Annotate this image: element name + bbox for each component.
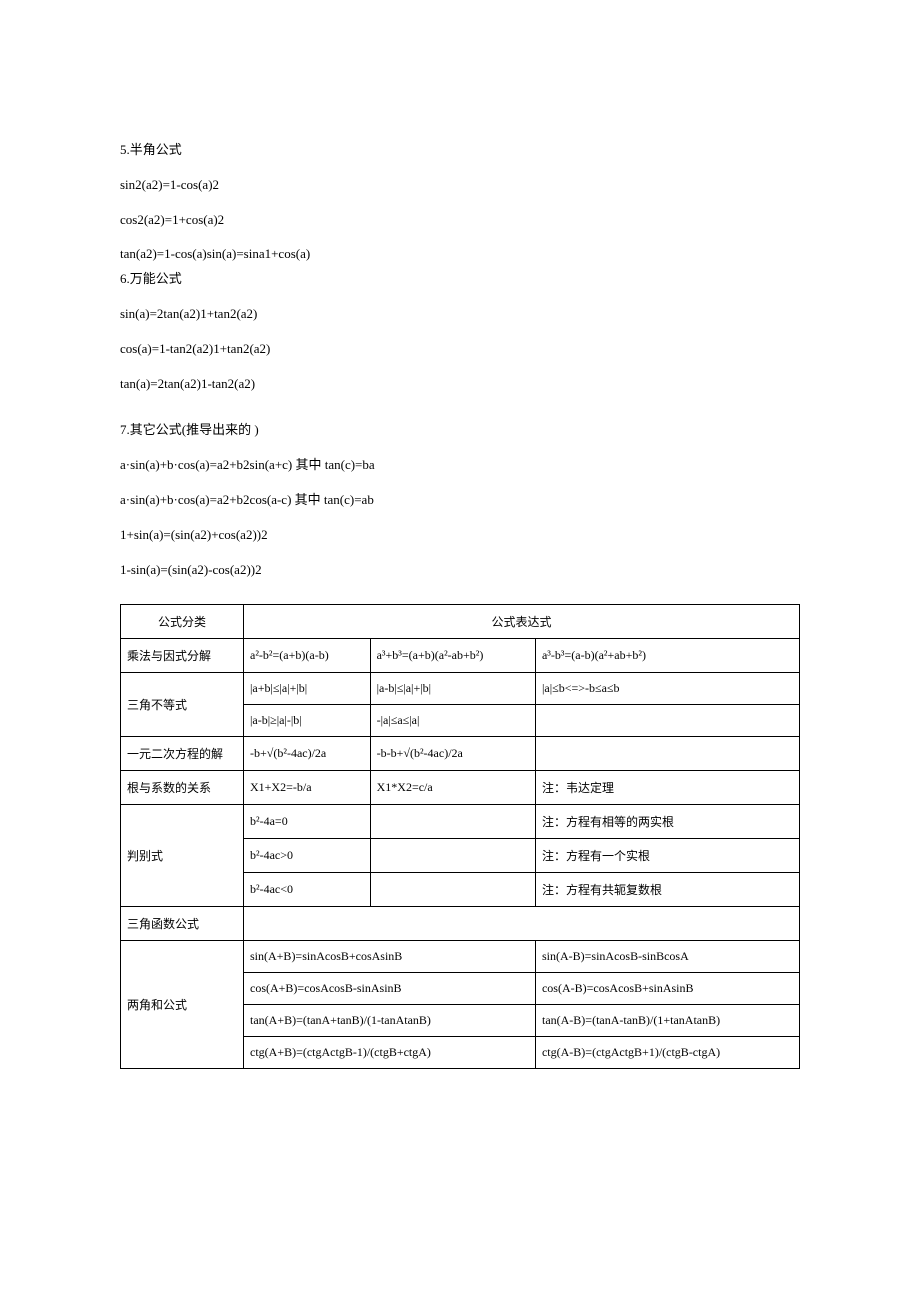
cell: b²-4ac<0: [244, 873, 371, 907]
cell: |a+b|≤|a|+|b|: [244, 673, 371, 705]
section-7-title: 7.其它公式(推导出来的 ): [120, 420, 800, 441]
cell: tan(A+B)=(tanA+tanB)/(1-tanAtanB): [244, 1005, 536, 1037]
table-row: 根与系数的关系 X1+X2=-b/a X1*X2=c/a 注：韦达定理: [121, 771, 800, 805]
cell: a³-b³=(a-b)(a²+ab+b²): [535, 639, 799, 673]
cell: sin(A-B)=sinAcosB-sinBcosA: [535, 941, 799, 973]
cell: |a|≤b<=>-b≤a≤b: [535, 673, 799, 705]
formula-table: 公式分类 公式表达式 乘法与因式分解 a²-b²=(a+b)(a-b) a³+b…: [120, 604, 800, 1069]
table-row: 三角函数公式: [121, 907, 800, 941]
table-row: 判别式 b²-4a=0 注：方程有相等的两实根: [121, 805, 800, 839]
cell: |a-b|≥|a|-|b|: [244, 705, 371, 737]
row-label: 判别式: [121, 805, 244, 907]
cell: tan(A-B)=(tanA-tanB)/(1+tanAtanB): [535, 1005, 799, 1037]
formula-line: sin2(a2)=1-cos(a)2: [120, 175, 800, 196]
cell: X1*X2=c/a: [370, 771, 535, 805]
formula-line: cos2(a2)=1+cos(a)2: [120, 210, 800, 231]
cell: a³+b³=(a+b)(a²-ab+b²): [370, 639, 535, 673]
cell: a²-b²=(a+b)(a-b): [244, 639, 371, 673]
cell: b²-4ac>0: [244, 839, 371, 873]
cell: b²-4a=0: [244, 805, 371, 839]
table-row: 三角不等式 |a+b|≤|a|+|b| |a-b|≤|a|+|b| |a|≤b<…: [121, 673, 800, 705]
cell: 注：韦达定理: [535, 771, 799, 805]
cell: [244, 907, 800, 941]
formula-line: 1-sin(a)=(sin(a2)-cos(a2))2: [120, 560, 800, 581]
row-label: 两角和公式: [121, 941, 244, 1069]
formula-line: a·sin(a)+b·cos(a)=a2+b2sin(a+c) 其中 tan(c…: [120, 455, 800, 476]
cell: -b+√(b²-4ac)/2a: [244, 737, 371, 771]
cell: ctg(A-B)=(ctgActgB+1)/(ctgB-ctgA): [535, 1037, 799, 1069]
row-label: 乘法与因式分解: [121, 639, 244, 673]
cell: sin(A+B)=sinAcosB+cosAsinB: [244, 941, 536, 973]
row-label: 三角不等式: [121, 673, 244, 737]
cell: ctg(A+B)=(ctgActgB-1)/(ctgB+ctgA): [244, 1037, 536, 1069]
formula-line: tan(a2)=1-cos(a)sin(a)=sina1+cos(a): [120, 244, 800, 265]
section-6-title: 6.万能公式: [120, 269, 800, 290]
cell: [535, 737, 799, 771]
formula-line: a·sin(a)+b·cos(a)=a2+b2cos(a-c) 其中 tan(c…: [120, 490, 800, 511]
header-expression: 公式表达式: [244, 605, 800, 639]
cell: 注：方程有一个实根: [535, 839, 799, 873]
cell: -|a|≤a≤|a|: [370, 705, 535, 737]
formula-line: cos(a)=1-tan2(a2)1+tan2(a2): [120, 339, 800, 360]
table-row: 一元二次方程的解 -b+√(b²-4ac)/2a -b-b+√(b²-4ac)/…: [121, 737, 800, 771]
cell: [370, 873, 535, 907]
cell: cos(A+B)=cosAcosB-sinAsinB: [244, 973, 536, 1005]
cell: 注：方程有相等的两实根: [535, 805, 799, 839]
formula-line: sin(a)=2tan(a2)1+tan2(a2): [120, 304, 800, 325]
cell: -b-b+√(b²-4ac)/2a: [370, 737, 535, 771]
formula-line: tan(a)=2tan(a2)1-tan2(a2): [120, 374, 800, 395]
cell: [535, 705, 799, 737]
header-category: 公式分类: [121, 605, 244, 639]
table-row: 乘法与因式分解 a²-b²=(a+b)(a-b) a³+b³=(a+b)(a²-…: [121, 639, 800, 673]
cell: cos(A-B)=cosAcosB+sinAsinB: [535, 973, 799, 1005]
cell: 注：方程有共轭复数根: [535, 873, 799, 907]
table-header-row: 公式分类 公式表达式: [121, 605, 800, 639]
cell: X1+X2=-b/a: [244, 771, 371, 805]
section-5-title: 5.半角公式: [120, 140, 800, 161]
cell: |a-b|≤|a|+|b|: [370, 673, 535, 705]
cell: [370, 839, 535, 873]
document-page: 5.半角公式 sin2(a2)=1-cos(a)2 cos2(a2)=1+cos…: [0, 0, 920, 1129]
table-row: 两角和公式 sin(A+B)=sinAcosB+cosAsinB sin(A-B…: [121, 941, 800, 973]
cell: [370, 805, 535, 839]
row-label: 三角函数公式: [121, 907, 244, 941]
formula-line: 1+sin(a)=(sin(a2)+cos(a2))2: [120, 525, 800, 546]
row-label: 一元二次方程的解: [121, 737, 244, 771]
row-label: 根与系数的关系: [121, 771, 244, 805]
